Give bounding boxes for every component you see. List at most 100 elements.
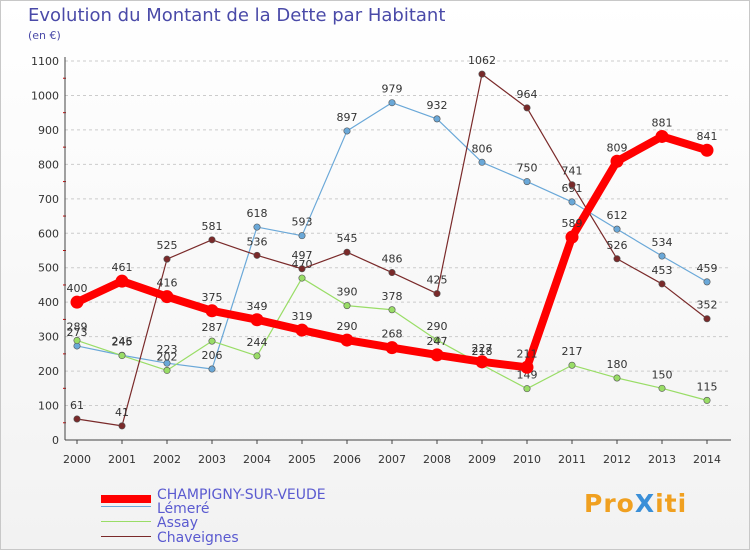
data-point <box>613 255 621 263</box>
data-label: 223 <box>157 343 178 356</box>
data-label: 41 <box>115 406 129 419</box>
x-tick-label: 2006 <box>333 453 361 466</box>
data-label: 378 <box>382 290 403 303</box>
legend-label-assay: Assay <box>157 515 199 531</box>
data-point <box>430 348 444 362</box>
data-label: 806 <box>472 142 493 155</box>
data-point <box>388 306 396 314</box>
data-point <box>73 336 81 344</box>
data-label: 289 <box>67 320 88 333</box>
data-point <box>343 127 351 135</box>
legend-swatch-lemere <box>101 506 151 507</box>
data-label: 352 <box>697 299 718 312</box>
data-label: 459 <box>697 262 718 275</box>
data-point <box>163 366 171 374</box>
data-label: 180 <box>607 358 628 371</box>
data-point <box>433 115 441 123</box>
x-tick-label: 2001 <box>108 453 136 466</box>
data-label: 545 <box>337 232 358 245</box>
legend-swatch-assay <box>101 521 151 522</box>
data-point <box>115 274 129 288</box>
data-label: 319 <box>292 310 313 323</box>
data-point <box>73 415 81 423</box>
x-tick-label: 2005 <box>288 453 316 466</box>
data-point <box>163 255 171 263</box>
data-label: 750 <box>517 162 538 175</box>
data-point <box>703 396 711 404</box>
data-label: 741 <box>562 165 583 178</box>
x-tick-label: 2008 <box>423 453 451 466</box>
chart-title: Evolution du Montant de la Dette par Hab… <box>28 5 446 26</box>
data-point <box>478 158 486 166</box>
data-point <box>208 337 216 345</box>
data-label: 290 <box>427 320 448 333</box>
legend-swatch-chaveignes <box>101 536 151 537</box>
data-label: 390 <box>337 286 358 299</box>
y-tick-label: 800 <box>38 158 59 171</box>
x-tick-label: 2009 <box>468 453 496 466</box>
data-point <box>475 355 489 369</box>
x-tick-label: 2003 <box>198 453 226 466</box>
data-label: 375 <box>202 291 223 304</box>
data-point <box>208 365 216 373</box>
data-point <box>208 236 216 244</box>
data-label: 227 <box>472 342 493 355</box>
data-point <box>523 178 531 186</box>
data-point <box>568 198 576 206</box>
data-label: 400 <box>67 282 88 295</box>
data-point <box>388 99 396 107</box>
y-tick-label: 500 <box>38 262 59 275</box>
data-label: 964 <box>517 88 538 101</box>
data-point <box>205 304 219 318</box>
y-tick-label: 1100 <box>31 55 59 68</box>
data-label: 416 <box>157 277 178 290</box>
y-tick-label: 900 <box>38 124 59 137</box>
legend-swatch-champigny <box>101 495 151 503</box>
data-point <box>340 333 354 347</box>
y-tick-label: 200 <box>38 365 59 378</box>
data-label: 932 <box>427 99 448 112</box>
data-label: 149 <box>517 369 538 382</box>
data-label: 217 <box>562 345 583 358</box>
data-point <box>70 295 84 309</box>
y-tick-label: 400 <box>38 296 59 309</box>
data-point <box>298 232 306 240</box>
data-point <box>253 223 261 231</box>
data-label: 425 <box>427 274 448 287</box>
data-label: 246 <box>112 335 133 348</box>
data-point <box>655 129 669 143</box>
data-label: 290 <box>337 320 358 333</box>
data-label: 202 <box>157 350 178 363</box>
data-label: 461 <box>112 261 133 274</box>
brand-logo: ProXiti <box>584 489 688 518</box>
y-tick-label: 1000 <box>31 89 59 102</box>
data-label: 581 <box>202 220 223 233</box>
data-point <box>658 252 666 260</box>
x-tick-label: 2013 <box>648 453 676 466</box>
data-label: 536 <box>247 235 268 248</box>
data-point <box>298 274 306 282</box>
data-label: 881 <box>652 116 673 129</box>
data-point <box>523 104 531 112</box>
data-label: 525 <box>157 239 178 252</box>
data-point <box>163 359 171 367</box>
data-label: 486 <box>382 253 403 266</box>
data-label: 150 <box>652 368 673 381</box>
data-label: 593 <box>292 216 313 229</box>
data-label: 247 <box>427 335 448 348</box>
x-tick-label: 2011 <box>558 453 586 466</box>
data-label: 589 <box>562 217 583 230</box>
data-point <box>703 278 711 286</box>
data-label: 453 <box>652 264 673 277</box>
data-point <box>658 384 666 392</box>
data-label: 245 <box>112 336 133 349</box>
data-label: 287 <box>202 321 223 334</box>
data-point <box>613 225 621 233</box>
x-tick-label: 2002 <box>153 453 181 466</box>
data-label: 211 <box>517 347 538 360</box>
x-tick-label: 2004 <box>243 453 271 466</box>
data-point <box>658 280 666 288</box>
data-point <box>298 265 306 273</box>
data-point <box>295 323 309 337</box>
data-point <box>565 230 579 244</box>
